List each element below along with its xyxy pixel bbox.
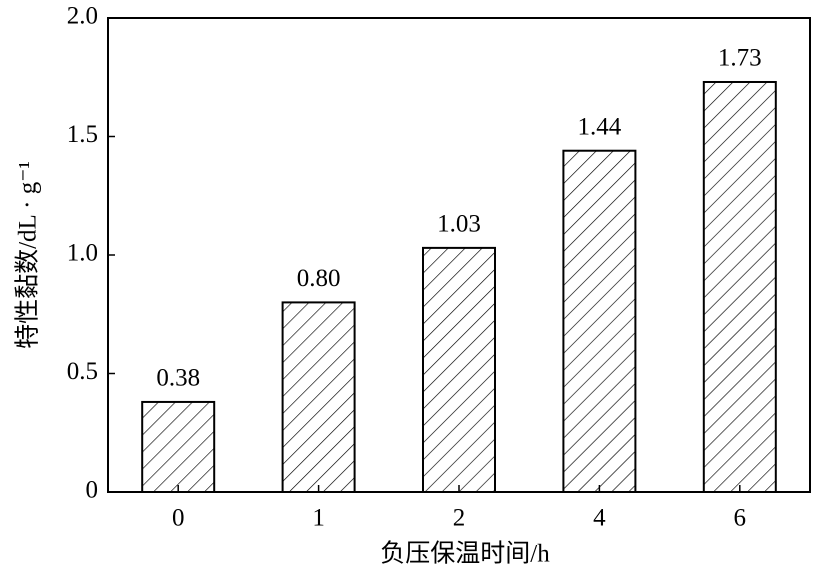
x-tick-label: 6	[734, 505, 747, 532]
y-tick-label: 2.0	[67, 3, 98, 30]
y-tick-label: 1.0	[67, 240, 98, 267]
x-axis-title: 负压保温时间/h	[380, 540, 550, 568]
bar	[562, 149, 637, 493]
bar	[141, 400, 216, 493]
x-tick-label: 4	[593, 505, 606, 532]
x-tick-label: 1	[312, 505, 325, 532]
value-label: 1.44	[578, 113, 622, 140]
y-tick-label: 0	[86, 477, 99, 504]
bar	[422, 246, 496, 493]
value-label: 0.80	[297, 265, 341, 292]
value-label: 1.73	[718, 45, 762, 72]
x-tick-label: 0	[172, 505, 185, 532]
value-label: 1.03	[437, 211, 481, 238]
bar	[281, 301, 356, 493]
value-label: 0.38	[156, 365, 200, 392]
x-tick-label: 2	[453, 505, 466, 532]
y-axis-title: 特性黏数/dL · g⁻¹	[14, 161, 42, 349]
bar	[702, 80, 777, 494]
y-tick-label: 0.5	[67, 358, 98, 385]
y-tick-label: 1.5	[67, 121, 98, 148]
